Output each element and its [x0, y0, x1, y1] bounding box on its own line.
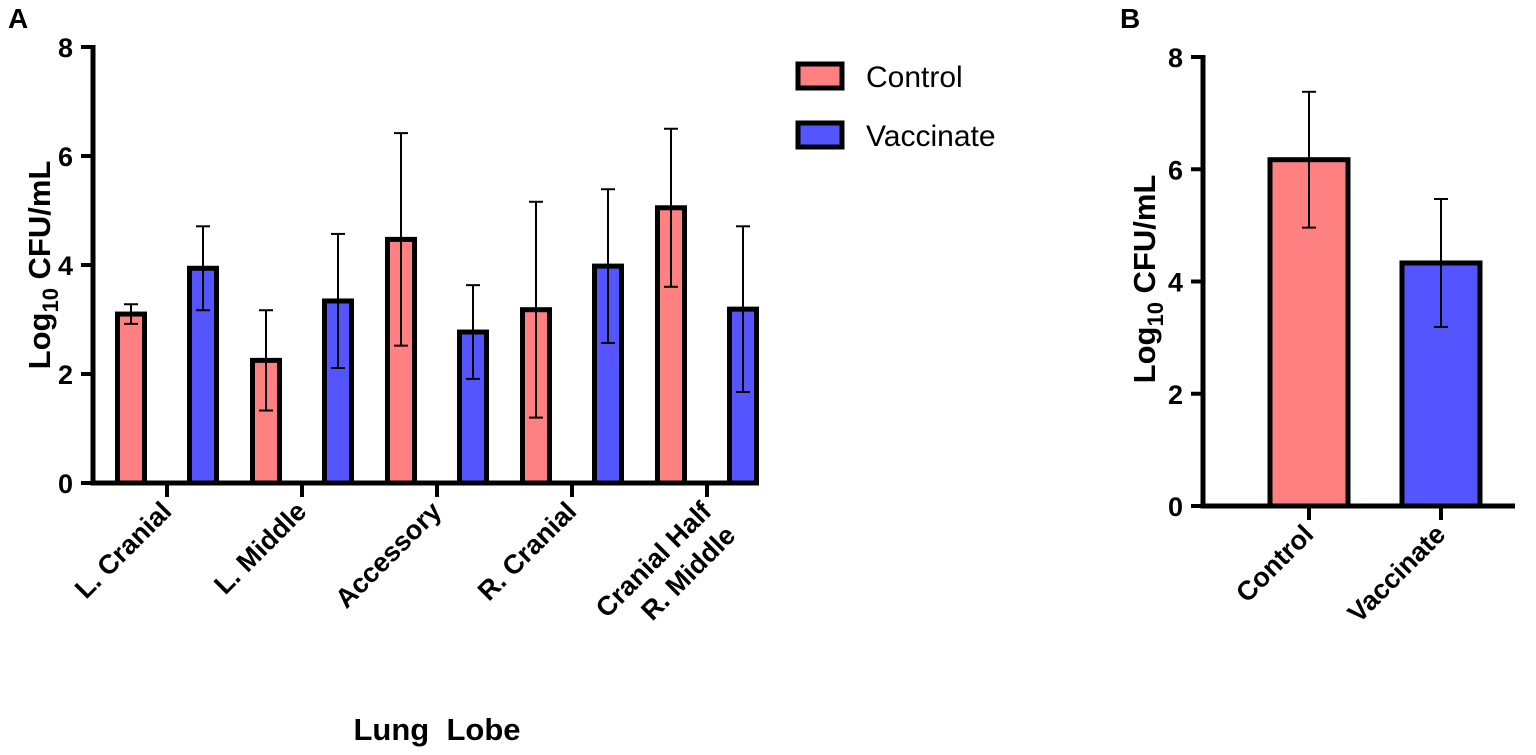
panel-b-y-title-subscript: 10 — [1143, 302, 1168, 326]
panel-b-category-label-vaccinate: Vaccinate — [1342, 519, 1451, 628]
legend-swatch-vaccinate — [795, 120, 845, 150]
panel-b-y-title-unit: CFU/mL — [1127, 175, 1162, 302]
panel-b-y-title-log: Log — [1127, 327, 1162, 384]
panel-a-category-label-l-middle: L. Middle — [208, 496, 312, 600]
panel-a-category-label-r-cranial: R. Cranial — [472, 496, 582, 606]
panel-b-y-tick-label-4: 4 — [1168, 268, 1183, 298]
panel-a-y-tick-label-8: 8 — [58, 33, 73, 63]
panel-b-bars — [1267, 90, 1483, 509]
panel-a-y-title-log: Log — [22, 313, 57, 370]
panel-b-category-label-line-0: Vaccinate — [1342, 519, 1451, 628]
panel-a-legend: Control Vaccinate — [795, 61, 996, 153]
legend-label-control: Control — [866, 61, 963, 94]
panel-a-bars — [115, 127, 759, 486]
panel-a-y-title-unit: CFU/mL — [22, 161, 57, 288]
panel-a: A 0 2 4 6 8 L. Cranial L. Middle Accessory R. Cr… — [8, 3, 996, 747]
panel-b-category-label-line-0: Control — [1230, 519, 1319, 608]
panel-a-category-label-l-cranial: L. Cranial — [69, 496, 177, 604]
panel-b-y-tick-label-6: 6 — [1168, 155, 1183, 185]
panel-a-y-title-subscript: 10 — [38, 288, 63, 312]
panel-a-y-tick-label-2: 2 — [58, 360, 73, 390]
panel-a-category-label-line-0: L. Cranial — [69, 496, 177, 604]
panel-a-y-tick-label-6: 6 — [58, 142, 73, 172]
panel-b-y-tick-label-0: 0 — [1168, 492, 1183, 522]
panel-b-category-label-control: Control — [1230, 519, 1319, 608]
legend-swatch-control — [795, 61, 845, 91]
panel-a-y-tick-label-4: 4 — [58, 251, 73, 281]
panel-b-y-axis-title: Log10 CFU/mL — [1127, 175, 1168, 384]
panel-a-category-label-line-0: L. Middle — [208, 496, 312, 600]
panel-a-category-label-accessory: Accessory — [329, 496, 447, 614]
panel-b-y-tick-label-8: 8 — [1168, 43, 1183, 73]
legend-label-vaccinate: Vaccinate — [866, 120, 996, 153]
panel-b-y-tick-label-2: 2 — [1168, 380, 1183, 410]
panel-a-category-label-line-0: Accessory — [329, 496, 447, 614]
panel-b: B 0 2 4 6 8 Control Vaccinate Log10 CFU/mL — [1120, 3, 1515, 628]
panel-a-bar-control-l-cranial — [115, 311, 147, 486]
panel-a-x-axis-title: Lung Lobe — [353, 712, 520, 747]
panel-a-y-tick-label-0: 0 — [58, 469, 73, 499]
panel-b-letter: B — [1120, 3, 1140, 34]
panel-a-category-label-line-0: R. Cranial — [472, 496, 582, 606]
panel-a-category-label-cranial-half-r-middle: Cranial HalfR. Middle — [590, 495, 742, 647]
panel-a-letter: A — [8, 3, 28, 34]
panel-a-y-axis-title: Log10 CFU/mL — [22, 161, 63, 370]
